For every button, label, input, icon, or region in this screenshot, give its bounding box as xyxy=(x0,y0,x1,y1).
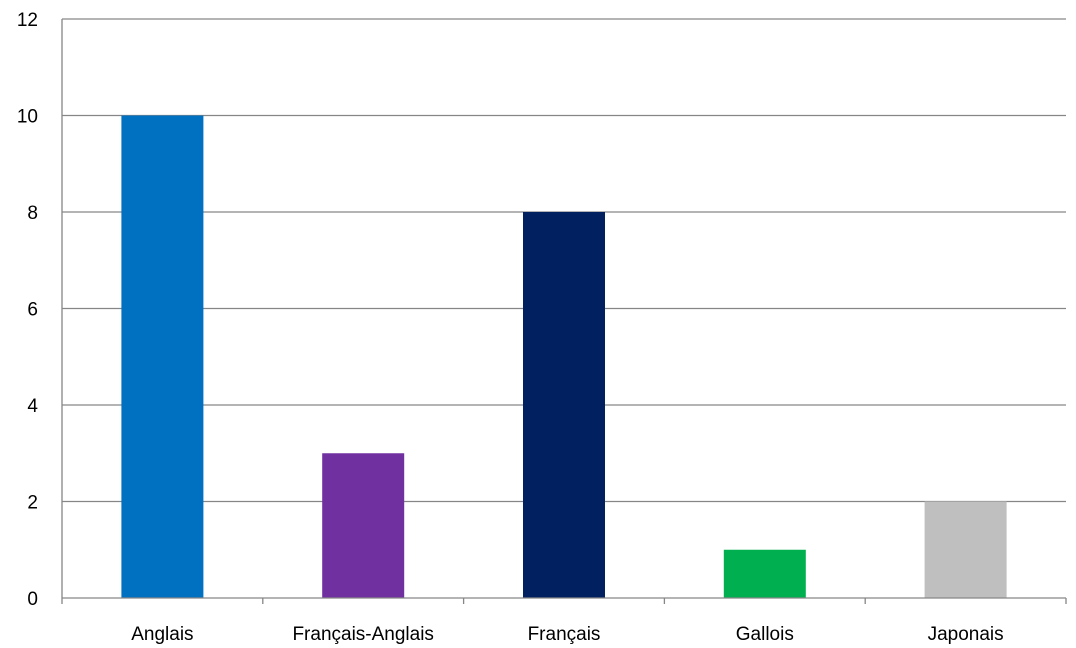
y-tick-label-4: 4 xyxy=(27,396,38,417)
bar-fran-ais xyxy=(523,212,605,598)
y-tick-label-6: 6 xyxy=(27,300,38,321)
y-axis: 0 2 4 6 8 10 12 xyxy=(17,10,63,610)
x-category-label-fran-ais-anglais: Français-Anglais xyxy=(292,624,434,645)
bar-anglais xyxy=(121,115,204,598)
bars xyxy=(121,115,1007,598)
bar-gallois xyxy=(723,549,806,598)
y-tick-label-8: 8 xyxy=(27,203,38,224)
bar-japonais xyxy=(924,501,1007,598)
y-tick-label-10: 10 xyxy=(17,107,38,128)
y-tick-label-12: 12 xyxy=(17,10,38,31)
x-category-label-anglais: Anglais xyxy=(131,624,193,645)
y-tick-label-0: 0 xyxy=(27,589,38,610)
bar-fran-ais-anglais xyxy=(322,453,405,598)
y-tick-label-2: 2 xyxy=(27,493,38,514)
x-axis: Anglais Français-Anglais Français Gallois Ja… xyxy=(61,597,1067,645)
x-category-label-japonais: Japonais xyxy=(928,624,1004,645)
x-category-label-gallois: Gallois xyxy=(736,624,794,645)
x-category-label-fran-ais: Français xyxy=(528,624,601,645)
